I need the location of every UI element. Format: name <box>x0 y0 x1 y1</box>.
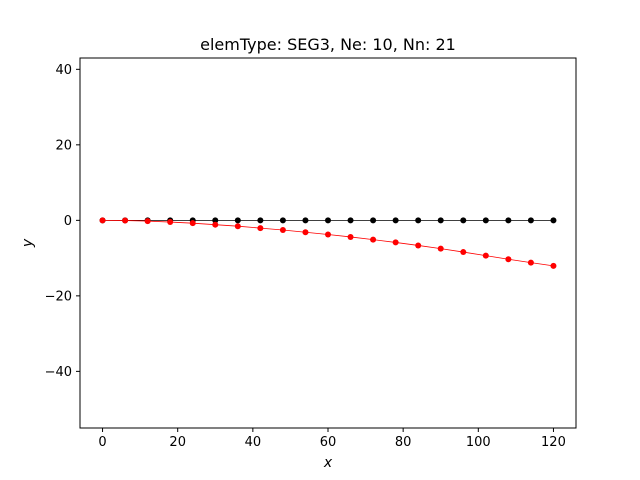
series-2-point <box>122 217 129 224</box>
series-2-point <box>144 218 151 225</box>
series-2-point <box>325 231 331 238</box>
series-1-point <box>505 217 512 224</box>
series-1-point <box>257 217 264 224</box>
series-2-point <box>437 245 444 252</box>
plot-frame <box>79 57 577 429</box>
series-2-point <box>370 236 377 243</box>
series-1-point <box>325 217 331 224</box>
series-2-point <box>167 219 174 226</box>
series-2-point <box>347 233 354 240</box>
series-1-point <box>527 217 534 224</box>
series-1-point <box>437 217 444 224</box>
series-1-point <box>347 217 354 224</box>
y-tick-label: 40 <box>55 63 72 78</box>
series-2-point <box>212 221 219 228</box>
series-2-point <box>234 223 241 230</box>
x-tick-label: 100 <box>466 435 491 450</box>
series-1-point <box>415 217 422 224</box>
series-2-point <box>189 220 196 227</box>
series-2-point <box>460 249 467 256</box>
series-2-point <box>482 252 489 259</box>
series-1-point <box>212 217 219 224</box>
x-tick-label: 0 <box>98 435 106 450</box>
chart-title: elemType: SEG3, Ne: 10, Nn: 21 <box>200 35 456 54</box>
series-1-point <box>234 217 241 224</box>
series-1-point <box>392 217 399 224</box>
x-tick-label: 120 <box>541 435 566 450</box>
y-tick-label: 0 <box>64 214 72 229</box>
series-1-point <box>482 217 489 224</box>
series-2-point <box>505 256 512 263</box>
series-1-point <box>302 217 309 224</box>
series-2-point <box>99 217 106 224</box>
x-tick-label: 20 <box>169 435 186 450</box>
series-1-point <box>550 217 557 224</box>
series-1-point <box>370 217 377 224</box>
axes: 0 20 40 60 80 100 120 −40 −20 0 20 40 <box>45 63 566 450</box>
series-2-point <box>392 239 399 246</box>
series-2-point <box>257 225 264 232</box>
series-2-point <box>527 259 534 266</box>
y-axis-label: y <box>20 238 36 248</box>
x-tick-label: 80 <box>395 435 412 450</box>
y-tick-label: 20 <box>55 138 72 153</box>
series-1-point <box>279 217 286 224</box>
series-2-point <box>415 242 422 249</box>
series-layer <box>99 217 557 269</box>
x-tick-label: 40 <box>245 435 262 450</box>
y-tick-label: −40 <box>45 365 72 380</box>
series-2-point <box>550 262 557 269</box>
x-axis-label: x <box>323 455 333 471</box>
series-2-point <box>302 229 309 236</box>
series-2-point <box>279 226 286 233</box>
y-tick-label: −20 <box>45 289 72 304</box>
series-1-point <box>460 217 467 224</box>
x-tick-label: 60 <box>320 435 337 450</box>
